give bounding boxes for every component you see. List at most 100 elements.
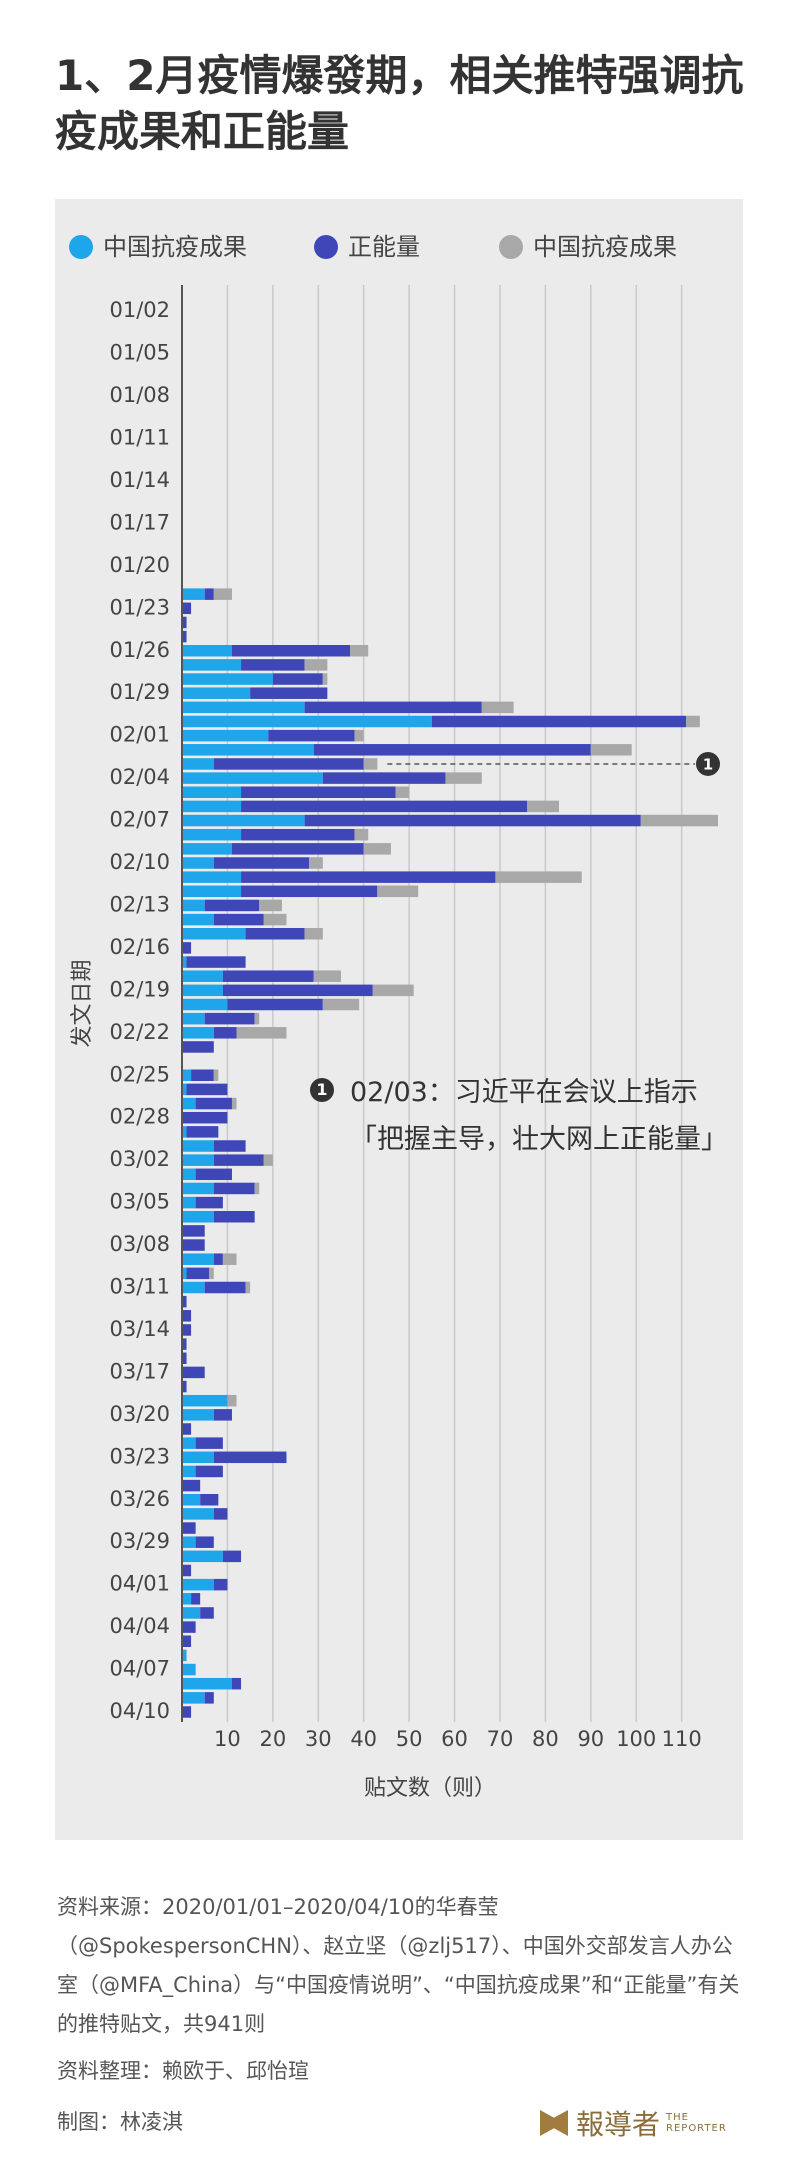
bar-segment bbox=[313, 744, 591, 756]
bar-segment bbox=[445, 772, 482, 784]
bar-segment bbox=[204, 588, 214, 600]
bar-segment bbox=[195, 1168, 232, 1181]
bar-segment bbox=[182, 1168, 196, 1181]
bar-segment bbox=[182, 1253, 214, 1265]
x-tick-label: 110 bbox=[662, 1727, 702, 1751]
chart-panel: 10 20 30 40 50 60 70 80 90 100 110 贴文数（则） 发文日期 中国抗疫成果… bbox=[55, 199, 743, 1840]
bar-segment bbox=[213, 588, 232, 600]
bar-segment bbox=[354, 729, 364, 742]
bar-segment bbox=[182, 1111, 228, 1124]
bar-segment bbox=[182, 1069, 192, 1081]
bar-segment bbox=[182, 1550, 223, 1563]
bar-segment bbox=[182, 928, 246, 940]
bar-segment bbox=[182, 800, 242, 813]
y-tick-label: 01/23 bbox=[109, 595, 170, 619]
x-tick-label: 50 bbox=[396, 1727, 423, 1751]
bar-segment bbox=[195, 1465, 223, 1478]
logo-icon bbox=[540, 2110, 568, 2136]
bar-segment bbox=[241, 871, 496, 883]
bar-segment bbox=[431, 715, 687, 728]
bar-segment bbox=[268, 729, 355, 742]
bar-segment bbox=[195, 1437, 223, 1449]
bar-segment bbox=[182, 715, 432, 728]
bar-segment bbox=[182, 1083, 187, 1096]
bar-segment bbox=[191, 1069, 214, 1081]
bar-segment bbox=[182, 913, 214, 926]
bar-segment bbox=[182, 1677, 232, 1690]
y-tick-label: 02/07 bbox=[109, 808, 170, 832]
bar-segment bbox=[182, 1409, 214, 1421]
bar-segment bbox=[204, 1692, 214, 1704]
bar-segment bbox=[182, 645, 232, 657]
bar-segment bbox=[213, 1027, 237, 1039]
bar-segment bbox=[241, 800, 528, 813]
bar-segment bbox=[182, 1310, 192, 1322]
bar-segment bbox=[363, 843, 391, 855]
bar-segment bbox=[263, 913, 287, 926]
credit: 资料整理：赖欧于、邱怡瑄 bbox=[57, 2059, 309, 2083]
y-tick-label: 02/16 bbox=[109, 935, 170, 959]
bar-segment bbox=[309, 857, 323, 869]
annotation-text: 02/03：习近平在会议上指示「把握主导，壮大网上正能量」 bbox=[350, 1077, 728, 1155]
bar-segment bbox=[204, 1281, 246, 1294]
y-tick-label: 02/10 bbox=[109, 850, 170, 874]
y-tick-label: 03/26 bbox=[109, 1487, 170, 1511]
bar-segment bbox=[241, 659, 305, 671]
bar-segment bbox=[182, 1607, 201, 1619]
y-tick-label: 03/14 bbox=[109, 1317, 170, 1341]
y-tick-label: 02/19 bbox=[109, 977, 170, 1001]
bar-segment bbox=[213, 1253, 223, 1265]
bar-segment bbox=[182, 1126, 187, 1138]
bar-segment bbox=[182, 1706, 192, 1718]
bar-segment bbox=[182, 630, 187, 643]
y-tick-label: 03/29 bbox=[109, 1529, 170, 1553]
bar-segment bbox=[191, 1593, 201, 1605]
y-tick-label: 03/17 bbox=[109, 1359, 170, 1383]
y-axis-label: 发文日期 bbox=[70, 959, 95, 1047]
bar-segment bbox=[322, 998, 360, 1011]
x-tick-label: 60 bbox=[441, 1727, 468, 1751]
y-tick-label: 01/08 bbox=[109, 383, 170, 407]
bar-segment bbox=[182, 1366, 205, 1379]
bar-segment bbox=[354, 828, 369, 841]
bar-segment bbox=[182, 1692, 205, 1704]
bar-segment bbox=[182, 701, 305, 714]
x-tick-label: 40 bbox=[350, 1727, 377, 1751]
bar-segment bbox=[182, 772, 323, 784]
bar-segment bbox=[213, 913, 264, 926]
source-note: 资料来源：2020/01/01–2020/04/10的华春莹（@Spokespe… bbox=[57, 1895, 740, 2036]
bar-segment bbox=[304, 659, 328, 671]
bar-segment bbox=[231, 1677, 242, 1690]
bar-segment bbox=[259, 899, 282, 912]
bar-segment bbox=[195, 1097, 232, 1110]
bar-segment bbox=[350, 645, 369, 657]
bar-segment bbox=[182, 885, 242, 898]
bar-segment bbox=[209, 1267, 214, 1280]
bar-segment bbox=[182, 1211, 214, 1223]
bar-segment bbox=[182, 1621, 196, 1633]
bar-segment bbox=[186, 1083, 228, 1096]
bar-segment bbox=[182, 729, 269, 742]
bar-segment bbox=[241, 828, 355, 841]
bar-segment bbox=[182, 1451, 214, 1464]
bar-segment bbox=[590, 744, 632, 756]
bar-segment bbox=[182, 1196, 196, 1209]
bar-segment bbox=[200, 1494, 219, 1506]
y-tick-label: 01/11 bbox=[109, 426, 170, 450]
bar-segment bbox=[182, 899, 205, 912]
y-tick-label: 04/04 bbox=[109, 1614, 170, 1638]
legend-label: 正能量 bbox=[348, 233, 420, 261]
bar-segment bbox=[231, 645, 351, 657]
bar-segment bbox=[254, 1182, 260, 1195]
bar-segment bbox=[182, 1479, 201, 1492]
bar-segment bbox=[182, 1437, 196, 1449]
footer: 资料来源：2020/01/01–2020/04/10的华春莹（@Spokespe… bbox=[57, 1888, 747, 2142]
bar-segment bbox=[395, 786, 410, 798]
y-tick-label: 02/28 bbox=[109, 1105, 170, 1129]
bar-segment bbox=[222, 1253, 237, 1265]
bar-segment bbox=[182, 843, 232, 855]
bar-segment bbox=[182, 1012, 205, 1025]
bar-segment bbox=[182, 1281, 205, 1294]
bar-segment bbox=[195, 1536, 214, 1548]
y-tick-label: 03/08 bbox=[109, 1232, 170, 1256]
